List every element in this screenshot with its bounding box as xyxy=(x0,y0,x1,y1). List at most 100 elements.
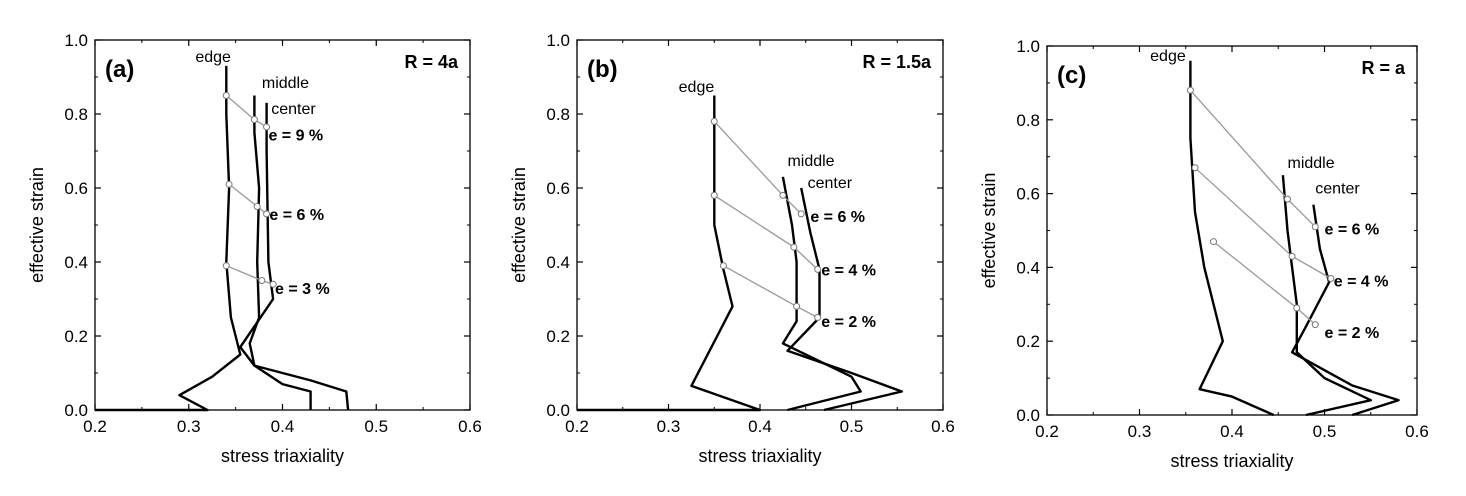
y-tick-label: 1.0 xyxy=(546,31,570,50)
iso-strain-marker xyxy=(710,117,718,125)
x-tick-label: 0.2 xyxy=(1035,422,1059,441)
iso-strain-marker xyxy=(1191,164,1199,172)
series-line-center xyxy=(239,102,350,411)
series-line-center xyxy=(1290,204,1400,417)
y-axis-label: effective strain xyxy=(979,173,999,289)
iso-strain-marker xyxy=(263,210,271,218)
y-tick-label: 0.0 xyxy=(546,401,570,420)
y-tick-label: 0.4 xyxy=(64,253,88,272)
iso-strain-label: e = 6 % xyxy=(269,207,324,224)
y-tick-label: 0.2 xyxy=(1016,332,1040,351)
radius-label: R = 4a xyxy=(404,52,459,72)
series-line-middle xyxy=(1281,175,1372,417)
iso-strain-marker xyxy=(1293,304,1301,312)
y-axis-label: effective strain xyxy=(509,167,529,283)
iso-strain-line xyxy=(225,95,267,128)
x-tick-label: 0.6 xyxy=(1405,422,1429,441)
iso-strain-marker xyxy=(1288,252,1296,260)
y-tick-label: 0.6 xyxy=(1016,185,1040,204)
series-line-center xyxy=(786,187,903,412)
curve-label-middle: middle xyxy=(262,75,309,92)
iso-strain-marker xyxy=(814,265,822,273)
x-tick-label: 0.3 xyxy=(1128,422,1152,441)
iso-strain-label: e = 4 % xyxy=(821,262,876,279)
iso-strain-label: e = 4 % xyxy=(1334,273,1389,290)
panel-label: (b) xyxy=(587,56,618,83)
iso-strain-marker xyxy=(719,262,727,270)
y-tick-label: 0.8 xyxy=(1016,111,1040,130)
iso-strain-marker xyxy=(222,92,230,99)
x-axis-label: stress triaxiality xyxy=(221,446,344,466)
iso-strain-marker xyxy=(1210,238,1217,246)
iso-strain-marker xyxy=(222,262,230,270)
x-tick-label: 0.5 xyxy=(840,417,864,436)
x-tick-label: 0.6 xyxy=(931,417,955,436)
iso-strain-marker xyxy=(793,302,801,310)
iso-strain-marker xyxy=(250,116,258,124)
radius-label: R = a xyxy=(1361,58,1406,78)
iso-strain-line xyxy=(723,265,818,319)
chart-panel-3: 0.2 0.3 0.4 0.5 0.60.00.20.40.60.81.0stress … xyxy=(979,37,1429,471)
x-tick-label: 0.3 xyxy=(657,417,681,436)
iso-strain-line xyxy=(226,265,274,285)
iso-strain-marker xyxy=(779,191,787,199)
y-tick-label: 0.2 xyxy=(64,327,88,346)
x-tick-label: 0.2 xyxy=(565,417,589,436)
y-tick-label: 0.6 xyxy=(64,179,88,198)
x-axis-label: stress triaxiality xyxy=(698,446,821,466)
iso-strain-label: e = 9 % xyxy=(268,127,323,144)
x-tick-label: 0.5 xyxy=(364,417,388,436)
curve-label-center: center xyxy=(808,175,853,192)
iso-strain-marker xyxy=(1311,223,1319,231)
y-tick-label: 0.2 xyxy=(546,327,570,346)
y-tick-label: 0.4 xyxy=(546,253,570,272)
iso-strain-marker xyxy=(225,180,233,188)
x-tick-label: 0.4 xyxy=(748,417,772,436)
x-tick-label: 0.4 xyxy=(1220,422,1244,441)
y-tick-label: 0.8 xyxy=(546,105,570,124)
iso-strain-marker xyxy=(263,123,271,131)
chart-panel-1: 0.2 0.3 0.4 0.5 0.60.00.20.40.60.81.0stress … xyxy=(27,31,482,466)
radius-label: R = 1.5a xyxy=(862,52,932,72)
iso-strain-line xyxy=(228,183,268,215)
y-tick-label: 0.6 xyxy=(546,179,570,198)
y-tick-label: 0.8 xyxy=(64,105,88,124)
iso-strain-marker xyxy=(1327,274,1335,282)
plot-frame xyxy=(94,39,471,411)
series-line-middle xyxy=(781,176,862,412)
iso-strain-marker xyxy=(797,210,805,218)
iso-strain-marker xyxy=(258,277,266,284)
iso-strain-marker xyxy=(1186,86,1194,94)
y-axis-label: effective strain xyxy=(27,167,47,283)
chart-panel-2: 0.2 0.3 0.4 0.5 0.60.00.20.40.60.81.0stress … xyxy=(509,31,955,466)
curve-label-edge: edge xyxy=(195,49,231,66)
series-line-edge xyxy=(577,95,762,412)
curve-label-center: center xyxy=(1315,181,1360,198)
panel-label: (c) xyxy=(1057,62,1086,89)
series-line-edge xyxy=(1189,60,1275,417)
curve-label-edge: edge xyxy=(1150,48,1186,65)
curve-label-center: center xyxy=(271,101,316,118)
curve-label-middle: middle xyxy=(787,153,834,170)
x-tick-label: 0.5 xyxy=(1313,422,1337,441)
iso-strain-marker xyxy=(1284,195,1291,203)
iso-strain-marker xyxy=(269,280,277,288)
x-tick-label: 0.3 xyxy=(177,417,201,436)
x-tick-label: 0.6 xyxy=(458,417,482,436)
iso-strain-marker xyxy=(1311,321,1319,329)
y-tick-label: 0.4 xyxy=(1016,258,1040,277)
iso-strain-label: e = 6 % xyxy=(810,209,865,226)
iso-strain-label: e = 6 % xyxy=(1325,222,1380,239)
iso-strain-line xyxy=(1213,241,1316,326)
curve-label-middle: middle xyxy=(1288,155,1335,172)
iso-strain-marker xyxy=(814,314,822,321)
iso-strain-label: e = 3 % xyxy=(275,281,330,298)
y-tick-label: 0.0 xyxy=(64,401,88,420)
iso-strain-line xyxy=(713,194,819,270)
panel-label: (a) xyxy=(105,56,134,83)
iso-strain-label: e = 2 % xyxy=(1325,325,1380,342)
x-tick-label: 0.2 xyxy=(83,417,107,436)
y-tick-label: 0.0 xyxy=(1016,406,1040,425)
iso-strain-marker xyxy=(710,191,718,199)
